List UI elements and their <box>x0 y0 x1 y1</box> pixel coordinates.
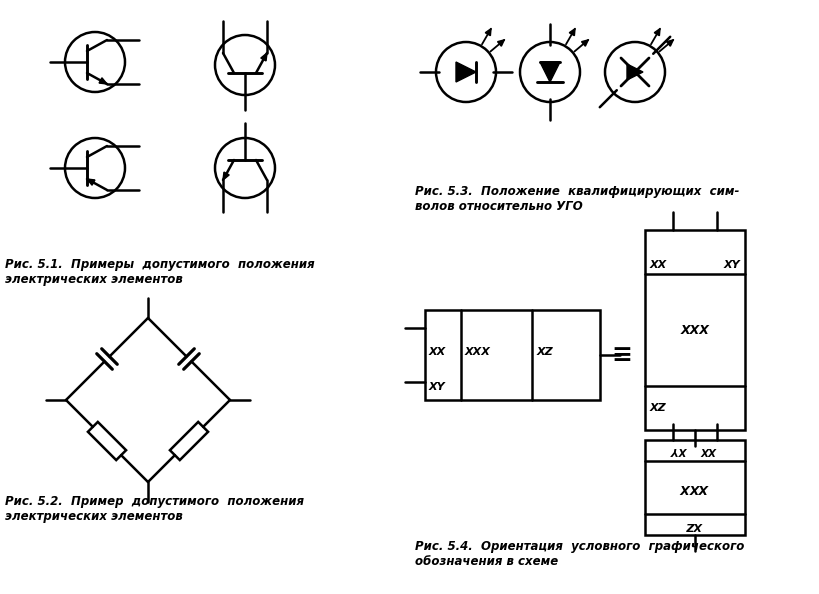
Text: Рис. 5.2.  Пример  допустимого  положения
электрических элементов: Рис. 5.2. Пример допустимого положения э… <box>5 495 304 523</box>
Polygon shape <box>260 53 267 61</box>
Polygon shape <box>497 40 505 46</box>
Text: XX: XX <box>429 347 446 357</box>
Text: Рис. 5.3.  Положение  квалифицирующих  сим-
волов относительно УГО: Рис. 5.3. Положение квалифицирующих сим-… <box>415 185 740 213</box>
Polygon shape <box>654 29 660 36</box>
Text: XZ: XZ <box>650 403 667 413</box>
Text: XY: XY <box>723 260 740 270</box>
Text: Рис. 5.1.  Примеры  допустимого  положения
электрических элементов: Рис. 5.1. Примеры допустимого положения … <box>5 258 314 286</box>
Polygon shape <box>486 29 491 36</box>
Polygon shape <box>569 29 575 36</box>
Polygon shape <box>667 40 673 46</box>
Text: Рис. 5.4.  Ориентация  условного  графического
обозначения в схеме: Рис. 5.4. Ориентация условного графическ… <box>415 540 744 568</box>
Polygon shape <box>540 62 560 82</box>
Polygon shape <box>99 78 107 84</box>
Polygon shape <box>581 40 588 46</box>
Text: XX    XY: XX XY <box>672 446 718 456</box>
Polygon shape <box>87 179 95 185</box>
Text: XX: XX <box>650 260 667 270</box>
Polygon shape <box>223 172 229 180</box>
Text: XZ: XZ <box>537 347 554 357</box>
Text: XXX: XXX <box>681 481 709 494</box>
Bar <box>425 310 600 400</box>
Polygon shape <box>456 62 476 82</box>
Text: XXX: XXX <box>681 324 709 336</box>
Bar <box>645 440 745 535</box>
Polygon shape <box>627 64 643 80</box>
Text: XY: XY <box>429 382 446 392</box>
Text: XZ: XZ <box>686 520 704 529</box>
Bar <box>645 230 745 430</box>
Text: XXX: XXX <box>465 347 491 357</box>
Text: ≡: ≡ <box>612 343 632 367</box>
